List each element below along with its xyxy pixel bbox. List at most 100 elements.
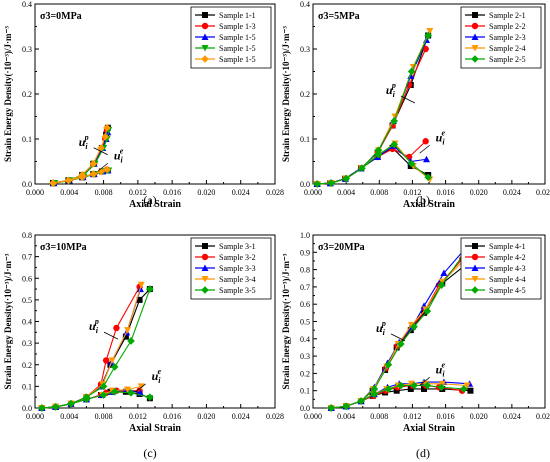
- x-tick-label: 0.024: [503, 412, 521, 421]
- condition-label: σ3=10MPa: [40, 242, 87, 253]
- x-tick-label: 0.012: [129, 188, 147, 197]
- data-point: [124, 327, 132, 334]
- data-point: [38, 404, 46, 412]
- legend-item: Sample 2-5: [465, 55, 526, 64]
- legend-item: Sample 4-3: [465, 264, 526, 273]
- data-point: [327, 179, 336, 187]
- legend-marker: [201, 33, 209, 40]
- data-point: [342, 174, 350, 183]
- data-point: [397, 340, 405, 348]
- data-point: [424, 173, 432, 182]
- data-point: [437, 383, 446, 392]
- legend-marker: [471, 33, 479, 40]
- x-tick-label: 0.024: [503, 188, 521, 197]
- x-tick-label: 0.012: [403, 412, 421, 421]
- annotation-u-p: uip: [376, 319, 386, 337]
- x-tick-label: 0.020: [197, 188, 215, 197]
- x-axis-title: Axial Strain: [403, 423, 455, 434]
- data-point: [467, 387, 474, 394]
- data-point: [67, 399, 75, 408]
- data-point: [390, 117, 398, 125]
- y-tick-label: 0.5: [22, 296, 32, 305]
- series-line-ue: [331, 388, 471, 409]
- x-tick-label: 0.028: [536, 412, 550, 421]
- annotation-u-p: uip: [386, 81, 396, 99]
- legend-item: Sample 2-3: [465, 33, 526, 42]
- data-point: [407, 385, 414, 392]
- x-axis-title: Axial Strain: [129, 199, 181, 210]
- y-tick-label: 0.2: [300, 90, 310, 99]
- legend-marker: [202, 12, 208, 18]
- y-tick-label: 0.3: [300, 45, 310, 54]
- legend-label: Sample 2-2: [489, 22, 526, 31]
- data-point: [421, 385, 428, 392]
- x-tick-label: 0.004: [60, 188, 78, 197]
- x-tick-label: 0.012: [403, 188, 421, 197]
- data-point: [122, 333, 129, 340]
- x-tick-label: 0.020: [470, 412, 488, 421]
- annotation-pointer: [419, 377, 430, 386]
- data-point: [438, 278, 446, 286]
- data-point: [422, 45, 429, 53]
- data-point: [97, 167, 105, 176]
- legend-marker: [201, 253, 209, 261]
- data-point: [127, 337, 135, 345]
- y-tick-label: 0.3: [300, 352, 310, 361]
- annotation-u-e: uie: [436, 128, 446, 146]
- y-tick-label: 0.1: [22, 135, 32, 144]
- y-axis-title: Strain Energy Density(·10⁻³)/J·m⁻³: [281, 26, 291, 162]
- legend-marker: [471, 253, 479, 261]
- legend: Sample 3-1 Sample 3-2 Sample 3-3 Sample 3-4…: [190, 237, 272, 300]
- panel-label: (b): [416, 193, 430, 207]
- data-point: [124, 386, 132, 394]
- x-tick-label: 0.008: [370, 188, 388, 197]
- y-tick-label: 0.1: [22, 382, 32, 391]
- data-point: [423, 307, 432, 315]
- y-tick-label: 0.6: [22, 274, 32, 283]
- data-point: [437, 281, 446, 289]
- y-tick-label: 0.0: [300, 180, 310, 189]
- data-point: [460, 385, 468, 393]
- x-tick-label: 0.000: [26, 412, 44, 421]
- x-tick-label: 0.028: [266, 412, 284, 421]
- legend-label: Sample 2-1: [489, 11, 526, 20]
- legend-marker: [471, 55, 479, 63]
- x-tick-label: 0.024: [232, 188, 250, 197]
- data-point: [374, 146, 383, 155]
- data-point: [384, 360, 393, 369]
- data-point: [408, 321, 416, 329]
- x-tick-label: 0.004: [337, 412, 355, 421]
- y-tick-label: 0.4: [22, 318, 32, 327]
- data-point: [374, 150, 383, 159]
- legend: Sample 2-1 Sample 2-2 Sample 2-3 Sample 2-4…: [460, 6, 542, 69]
- legend-label: Sample 4-5: [489, 286, 526, 295]
- y-tick-label: 0.4: [300, 335, 310, 344]
- legend-item: Sample 1-5: [195, 44, 256, 53]
- legend-label: Sample 4-3: [489, 264, 526, 273]
- series-sample-2-5: [313, 31, 432, 188]
- legend-marker: [201, 276, 209, 283]
- data-point: [127, 389, 135, 397]
- chart-panel-4: 0.000 0.004 0.008 0.012 0.016 0.020 0.024 0.028…: [281, 231, 550, 460]
- legend-label: Sample 1-5: [219, 44, 256, 53]
- data-point: [313, 180, 321, 188]
- x-tick-label: 0.028: [266, 188, 284, 197]
- data-point: [370, 385, 379, 393]
- y-axis-title: Strain Energy Density(·10⁻³)/J·m⁻³: [3, 26, 13, 162]
- legend-item: Sample 1-5: [195, 55, 256, 64]
- legend-marker: [471, 276, 479, 283]
- x-tick-label: 0.016: [163, 188, 181, 197]
- data-point: [110, 363, 119, 371]
- x-tick-label: 0.016: [437, 412, 455, 421]
- legend-label: Sample 4-4: [489, 275, 526, 284]
- condition-label: σ3=0MPa: [40, 11, 82, 22]
- y-tick-label: 0.6: [300, 300, 310, 309]
- x-tick-label: 0.028: [536, 188, 550, 197]
- y-tick-label: 0.0: [300, 404, 310, 413]
- y-tick-label: 0.9: [300, 248, 310, 257]
- panel-label: (c): [143, 446, 156, 460]
- legend-marker: [471, 22, 479, 30]
- data-point: [393, 387, 400, 394]
- data-point: [146, 285, 154, 293]
- data-point: [103, 165, 111, 174]
